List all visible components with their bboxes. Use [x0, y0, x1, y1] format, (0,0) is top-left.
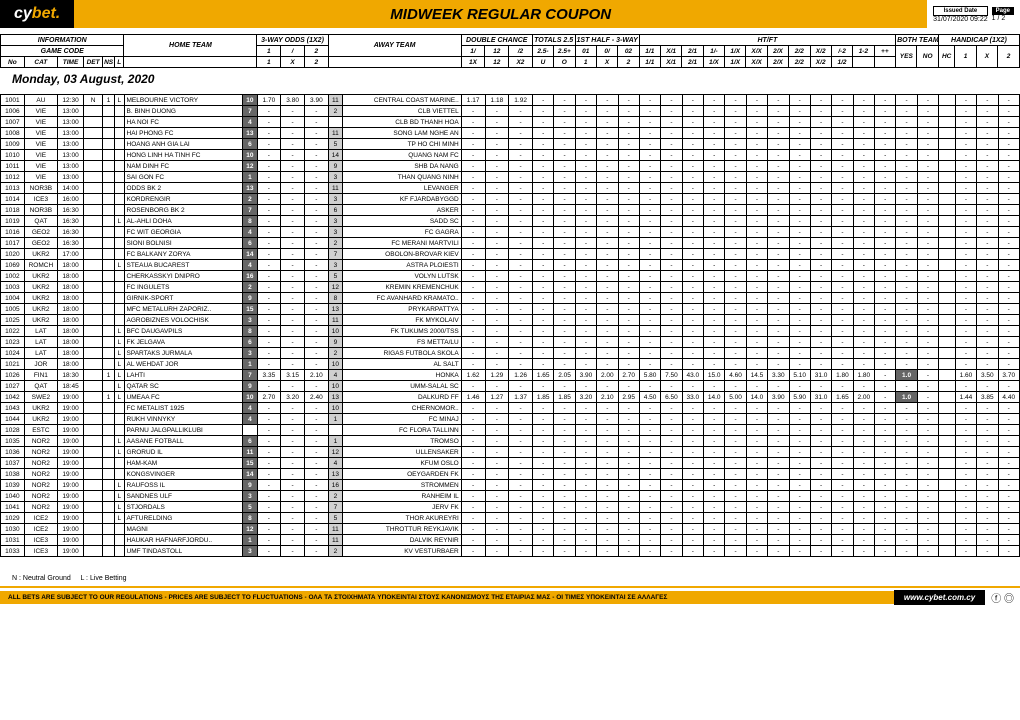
social-icons: ⓕ ◎ — [985, 588, 1020, 607]
logo: cybet. — [0, 0, 74, 28]
data-grid: 1001AU12:30N1LMELBOURNE VICTORY101.703.8… — [0, 94, 1020, 557]
table-row: 1002UKR218:00CHERKASSKYI DNIPRO16---5VOL… — [1, 271, 1020, 282]
table-row: 1013NOR3B14:00ODDS BK 213---11LEVANGER--… — [1, 183, 1020, 194]
table-row: 1004UKR218:00GIRNIK-SPORT9---8FC AVANHAR… — [1, 293, 1020, 304]
header-grid: INFORMATION HOME TEAM 3-WAY ODDS (1X2) A… — [0, 34, 1020, 68]
date-header: Monday, 03 August, 2020 — [0, 68, 1020, 88]
table-row: 1017GEO216:30SIONI BOLNISI6---2FC MERANI… — [1, 238, 1020, 249]
table-row: 1003UKR218:00FC INGULETS2---12KREMIN KRE… — [1, 282, 1020, 293]
table-row: 1022LAT18:00LBFC DAUGAVPILS8---10FK TUKU… — [1, 326, 1020, 337]
table-row: 1019QAT16:30LAL-AHLI DOHA8---3SADD SC---… — [1, 216, 1020, 227]
table-row: 1031ICE319:00HAUKAR HAFNARFJORDU..1---11… — [1, 535, 1020, 546]
site-url: www.cybet.com.cy — [894, 590, 985, 605]
table-row: 1007VIE13:00HA NOI FC4---CLB BD THANH HO… — [1, 117, 1020, 128]
table-row: 1036NOR219:00LGRORUD IL11---12ULLENSAKER… — [1, 447, 1020, 458]
table-row: 1026FIN118:301LLAHTI73.353.152.104HONKA1… — [1, 370, 1020, 381]
table-row: 1025UKR218:00AGROBIZNES VOLOCHISK3---11F… — [1, 315, 1020, 326]
disclaimer: ALL BETS ARE SUBJECT TO OUR REGULATIONS … — [0, 591, 894, 604]
table-row: 1035NOR219:00LAASANE FOTBALL6---1TROMSO-… — [1, 436, 1020, 447]
table-row: 1011VIE13:00NAM DINH FC12---9SHB DA NANG… — [1, 161, 1020, 172]
table-row: 1009VIE13:00HOANG ANH GIA LAI6---5TP HO … — [1, 139, 1020, 150]
table-row: 1023LAT18:00LFK JELGAVA6---9FS METTA/LU-… — [1, 337, 1020, 348]
table-row: 1001AU12:30N1LMELBOURNE VICTORY101.703.8… — [1, 95, 1020, 106]
table-row: 1029ICE219:00LAFTURELDING8---5THOR AKURE… — [1, 513, 1020, 524]
table-row: 1018NOR3B16:30ROSENBORG BK 27---6ASKER--… — [1, 205, 1020, 216]
table-row: 1020UKR217:00FC BALKANY ZORYA14---7OBOLO… — [1, 249, 1020, 260]
table-row: 1043UKR219:00FC METALIST 19254---10CHERN… — [1, 403, 1020, 414]
table-row: 1021JOR18:00LAL WEHDAT JOR1---10AL SALT-… — [1, 359, 1020, 370]
coupon-title: MIDWEEK REGULAR COUPON — [74, 0, 927, 28]
meta: Issued Date 31/07/2020 09:22 Page 1 / 2 — [927, 0, 1020, 28]
table-row: 1008VIE13:00HAI PHONG FC13---11SONG LAM … — [1, 128, 1020, 139]
table-row: 1037NOR219:00HAM-KAM15---4KFUM OSLO-----… — [1, 458, 1020, 469]
table-row: 1005UKR218:00MFC METALURH ZAPORIZ..15---… — [1, 304, 1020, 315]
table-row: 1027QAT18:45LQATAR SC9---10UMM-SALAL SC-… — [1, 381, 1020, 392]
table-row: 1012VIE13:00SAI GON FC1---3THAN QUANG NI… — [1, 172, 1020, 183]
table-row: 1044UKR219:00RUKH VINNYKY4---1FC MINAJ--… — [1, 414, 1020, 425]
table-row: 1028ESTC19:00PARNU JALGPALLIKLUBI---FC F… — [1, 425, 1020, 436]
table-row: 1030ICE219:00MAGNI12---11THROTTUR REYKJA… — [1, 524, 1020, 535]
table-row: 1016GEO216:30FC WIT GEORGIA4---3FC GAGRA… — [1, 227, 1020, 238]
footer: ALL BETS ARE SUBJECT TO OUR REGULATIONS … — [0, 586, 1020, 607]
table-row: 1038NOR219:00KONGSVINGER14---13OEYGARDEN… — [1, 469, 1020, 480]
table-row: 1040NOR219:00LSANDNES ULF3---2RANHEIM IL… — [1, 491, 1020, 502]
topbar: cybet. MIDWEEK REGULAR COUPON Issued Dat… — [0, 0, 1020, 28]
table-row: 1033ICE319:00UMF TINDASTOLL3---2KV VESTU… — [1, 546, 1020, 557]
table-row: 1014ICE316:00KORDRENGIR2---3KF FJARDABYG… — [1, 194, 1020, 205]
table-row: 1010VIE13:00HONG LINH HA TINH FC10---14Q… — [1, 150, 1020, 161]
table-row: 1024LAT18:00LSPARTAKS JURMALA3---2RIGAS … — [1, 348, 1020, 359]
table-row: 1041NOR219:00LSTJORDALS5---7JERV FK-----… — [1, 502, 1020, 513]
table-row: 1006VIE13:00B. BINH DUONG7---2CLB VIETTE… — [1, 106, 1020, 117]
table-row: 1042SWE219:001LUMEAA FC102.703.202.4013D… — [1, 392, 1020, 403]
table-row: 1069ROMCH18:00LSTEAUA BUCAREST4---3ASTRA… — [1, 260, 1020, 271]
table-row: 1039NOR219:00LRAUFOSS IL9---16STROMMEN--… — [1, 480, 1020, 491]
facebook-icon: ⓕ — [991, 594, 1001, 605]
legend: N : Neutral Ground L : Live Betting — [0, 557, 1020, 586]
instagram-icon: ◎ — [1004, 594, 1014, 605]
